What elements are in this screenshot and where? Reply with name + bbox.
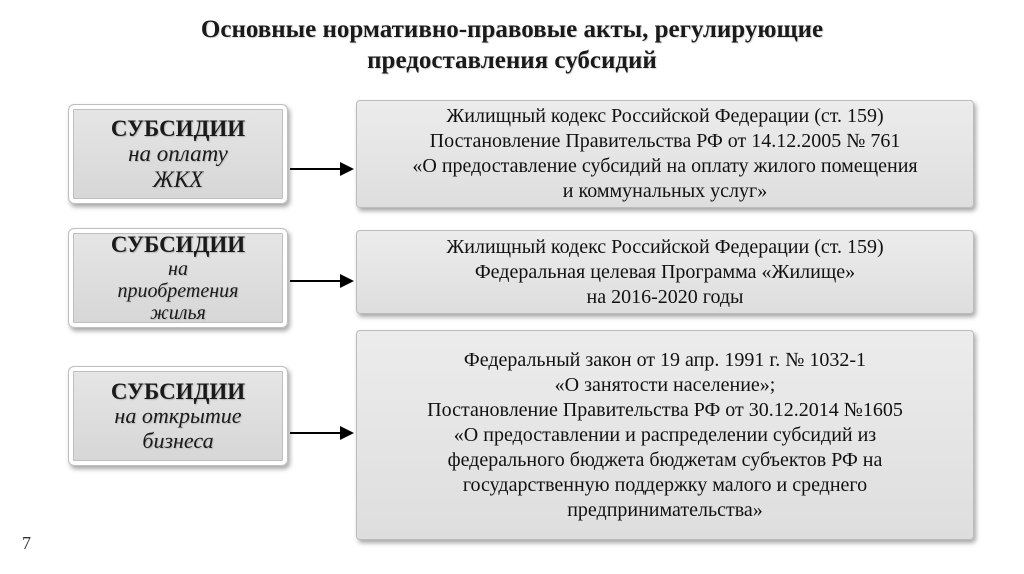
right-box-line: Постановление Правительства РФ от 14.12.… [369, 129, 961, 154]
page-number: 7 [22, 533, 31, 554]
right-box-0: Жилищный кодекс Российской Федерации (ст… [356, 100, 974, 208]
left-box-sub: приобретения [77, 280, 279, 302]
left-box-2: СУБСИДИИна открытиебизнеса [68, 366, 288, 466]
title-line1: Основные нормативно-правовые акты, регул… [0, 14, 1024, 45]
left-box-sub: на [77, 258, 279, 280]
right-box-line: «О занятости население»; [369, 373, 961, 398]
right-box-line: и коммунальных услуг» [369, 179, 961, 204]
left-box-sub: ЖКХ [77, 167, 279, 192]
right-box-line: государственную поддержку малого и средн… [369, 473, 961, 498]
right-box-2: Федеральный закон от 19 апр. 1991 г. № 1… [356, 330, 974, 540]
right-box-line: «О предоставление субсидий на оплату жил… [369, 154, 961, 179]
right-box-line: «О предоставлении и распределении субсид… [369, 423, 961, 448]
right-box-line: Жилищный кодекс Российской Федерации (ст… [369, 235, 961, 260]
right-box-line: Федеральный закон от 19 апр. 1991 г. № 1… [369, 348, 961, 373]
left-box-sub: на открытие [77, 404, 279, 428]
right-box-line: предпринимательства» [369, 498, 961, 523]
title-line2: предоставления субсидий [0, 45, 1024, 76]
right-box-line: Федеральная целевая Программа «Жилище» [369, 260, 961, 285]
left-box-sub: на оплату [77, 141, 279, 166]
right-box-line: Постановление Правительства РФ от 30.12.… [369, 398, 961, 423]
arrow-0 [290, 168, 352, 170]
left-box-sub: жилья [77, 302, 279, 324]
left-box-heading: СУБСИДИИ [77, 232, 279, 257]
right-box-line: Жилищный кодекс Российской Федерации (ст… [369, 104, 961, 129]
page-title: Основные нормативно-правовые акты, регул… [0, 14, 1024, 77]
left-box-heading: СУБСИДИИ [77, 379, 279, 404]
left-box-sub: бизнеса [77, 429, 279, 453]
left-box-heading: СУБСИДИИ [77, 116, 279, 141]
left-box-1: СУБСИДИИнаприобретенияжилья [68, 228, 288, 328]
right-box-line: федерального бюджета бюджетам субъектов … [369, 448, 961, 473]
left-box-0: СУБСИДИИна оплатуЖКХ [68, 104, 288, 204]
arrow-1 [290, 280, 352, 282]
right-box-line: на 2016-2020 годы [369, 285, 961, 310]
arrow-2 [290, 432, 352, 434]
right-box-1: Жилищный кодекс Российской Федерации (ст… [356, 230, 974, 314]
